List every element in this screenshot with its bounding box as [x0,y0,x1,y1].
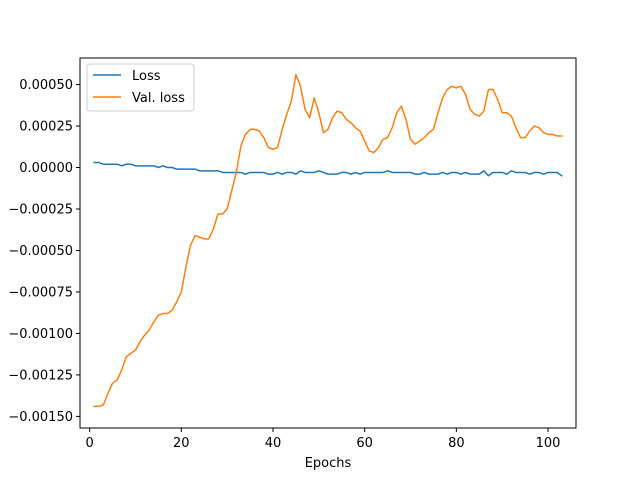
x-axis-ticks: 0 20 40 60 80 100 [85,428,560,451]
legend-label-loss: Loss [132,69,161,84]
y-axis-ticks: −0.00150 −0.00125 −0.00100 −0.00075 −0.00050… [8,78,80,425]
series-line-val-loss [93,73,563,408]
y-tick-label: −0.00100 [8,327,73,342]
plot-frame [79,57,577,429]
y-tick-label: −0.00125 [8,368,73,383]
y-tick-label: −0.00075 [8,285,73,300]
x-tick-label: 0 [85,436,93,451]
x-tick-label: 20 [173,436,190,451]
y-tick-label: −0.00150 [8,410,73,425]
legend: Loss Val. loss [86,63,195,112]
series-layer [93,73,563,408]
x-tick-label: 40 [265,436,282,451]
y-tick-label: 0.00050 [19,78,73,93]
series-line-loss [93,161,563,177]
y-tick-label: −0.00050 [8,244,73,259]
x-tick-label: 80 [448,436,465,451]
y-tick-label: 0.00000 [19,161,73,176]
x-tick-label: 60 [356,436,373,451]
y-tick-label: −0.00025 [8,202,73,217]
x-axis-label: Epochs [305,456,352,471]
x-tick-label: 100 [536,436,561,451]
y-tick-label: 0.00025 [19,120,73,135]
legend-label-val-loss: Val. loss [132,91,185,106]
